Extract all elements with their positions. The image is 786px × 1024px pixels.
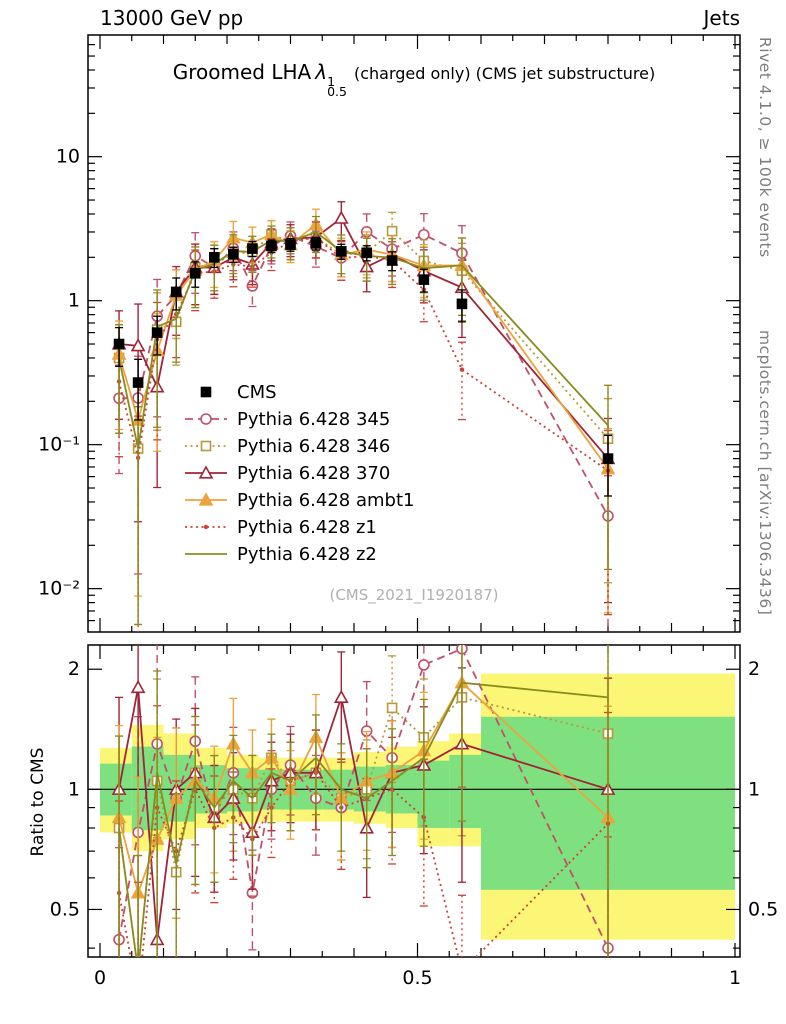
title-qualifiers: (charged only) (CMS jet substructure) [353,64,656,83]
tick-label: 10⁻² [38,578,80,600]
tick-label: 1 [748,778,760,800]
mcplots-reference-label: mcplots.cern.ch [arXiv:1306.3436] [756,330,774,616]
tick-label: 1 [68,778,80,800]
legend-label: Pythia 6.428 z2 [237,544,377,565]
process-label: Jets [703,6,740,30]
series-cms [113,236,614,497]
legend-label: Pythia 6.428 ambt1 [237,490,414,511]
tick-label: 0.5 [748,898,778,920]
legend-item-py346: Pythia 6.428 346 [185,436,390,457]
plot-title: Groomed LHA λ 1 0.5 (charged only) (CMS jet … [88,60,740,99]
axis-tick-labels: 10 1 10⁻¹ 10⁻² 0.5 0.5 1 1 2 2 0 0.5 1 (CMS_2021_I192… [38,146,778,989]
series-pyz2 [115,645,609,957]
legend-label: Pythia 6.428 z1 [237,517,377,538]
legend-label: CMS [237,382,277,403]
tick-label: 2 [748,658,760,680]
legend-item-pyz2: Pythia 6.428 z2 [185,544,377,565]
legend-item-pyambt1: Pythia 6.428 ambt1 [185,490,414,511]
legend-label: Pythia 6.428 370 [237,463,390,484]
ratio-panel-frame [87,644,741,958]
legend-label: Pythia 6.428 346 [237,436,390,457]
rivet-version-label: Rivet 4.1.0, ≥ 100k events [756,37,774,258]
tick-label: 10 [56,146,80,168]
tick-label: 0.5 [402,967,432,989]
legend-item-pyz1: Pythia 6.428 z1 [185,517,377,538]
legend-item-cms: CMS [200,382,277,403]
title-lambda-symbol: λ [315,60,328,84]
legend: CMS Pythia 6.428 345 Pythia 6.428 346 Pythi… [185,382,414,565]
legend-label: Pythia 6.428 345 [237,409,390,430]
series-py370 [111,201,616,604]
tick-label: 1 [729,967,741,989]
tick-label: 2 [68,658,80,680]
main-panel-frame [87,34,741,633]
title-subscript: 0.5 [327,84,347,99]
legend-item-py345: Pythia 6.428 345 [185,409,390,430]
title-observable: Groomed LHA [172,60,312,84]
analysis-id-watermark: (CMS_2021_I1920187) [329,586,498,605]
tick-label: 0.5 [50,898,80,920]
legend-item-py370: Pythia 6.428 370 [185,463,390,484]
tick-label: 10⁻¹ [38,434,80,456]
tick-label: 1 [68,290,80,312]
band-green [449,754,481,828]
tick-label: 0 [94,967,106,989]
beam-energy-label: 13000 GeV pp [100,6,244,30]
title-exponents: 1 0.5 [327,74,347,99]
title-superscript: 1 [327,74,336,89]
